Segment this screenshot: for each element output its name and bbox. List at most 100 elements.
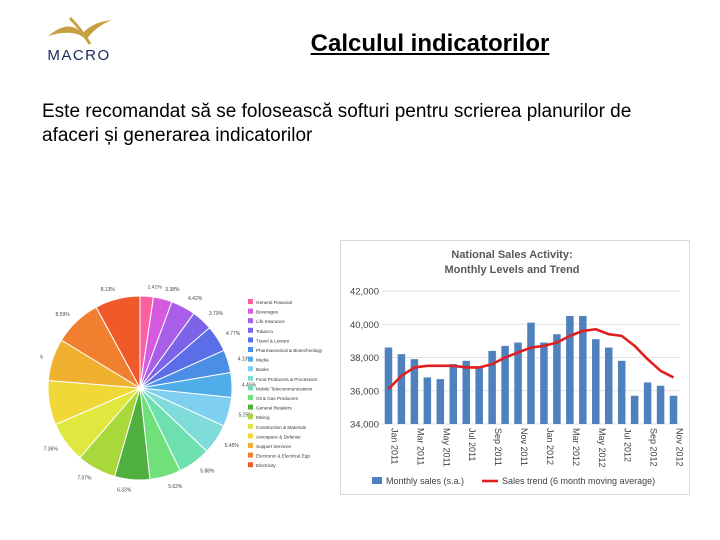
bar-16: [592, 339, 600, 424]
pie-legend-label-12: Mining: [256, 415, 270, 420]
pie-label-5: 4.13%: [238, 356, 253, 362]
pie-legend-swatch-9: [248, 385, 253, 391]
pie-label-16: 8.59%: [56, 312, 71, 318]
bar-ytick-label-3: 36,000: [350, 386, 379, 397]
bar-xtick-label-6: Jan 2012: [545, 428, 555, 465]
pie-label-4: 4.77%: [226, 331, 241, 337]
bar-xtick-label-10: Sep 2012: [649, 428, 659, 467]
pie-legend-label-3: Tobacco: [256, 329, 274, 334]
trend-line: [387, 327, 675, 390]
pie-legend-label-14: Aerospace & Defense: [256, 434, 301, 439]
bar-17: [604, 347, 613, 424]
pie-label-2: 4.42%: [188, 296, 203, 302]
bar-11: [527, 322, 535, 424]
pie-label-13: 7.36%: [44, 446, 59, 452]
pie-label-1: 3.38%: [165, 287, 180, 293]
pie-legend-swatch-11: [248, 404, 253, 410]
pie-label-7: 5.25%: [239, 413, 254, 419]
pie-legend-swatch-0: [248, 299, 253, 304]
pie-legend-label-6: Media: [256, 358, 269, 363]
bar-4: [436, 379, 445, 424]
bar-21: [656, 385, 665, 424]
pie-legend-swatch-6: [248, 356, 253, 362]
pie-legend-swatch-12: [248, 414, 253, 420]
pie-legend-label-11: General Retailers: [256, 406, 292, 411]
bar-ytick-label-0: 42,000: [350, 287, 379, 298]
pie-legend-label-10: Oil & Gas Producers: [256, 396, 299, 401]
legend-label-monthly-sales: Monthly sales (s.a.): [386, 476, 464, 486]
bar-xtick-label-5: Nov 2011: [519, 428, 529, 466]
sales-bar-chart: National Sales Activity: Monthly Levels a…: [340, 240, 690, 495]
bar-13: [553, 334, 561, 424]
bar-20: [643, 382, 652, 424]
pie-legend-swatch-16: [248, 452, 253, 458]
pie-label-8: 5.45%: [225, 443, 240, 449]
pie-label-9: 5.88%: [200, 468, 215, 474]
bar-xtick-label-3: Jul 2011: [467, 428, 477, 461]
bar-8: [488, 350, 496, 424]
bar-ytick-label-1: 40,000: [350, 320, 379, 331]
pie-legend-label-17: Electricity: [256, 463, 276, 468]
bar-xtick-label-2: May 2011: [441, 428, 451, 467]
pie-label-12: 7.07%: [77, 476, 92, 482]
pie-legend-swatch-1: [248, 308, 253, 314]
pie-label-10: 5.62%: [168, 484, 183, 490]
bar-3: [423, 377, 432, 424]
pie-slice-17: [95, 295, 141, 389]
bar-xtick-label-7: Mar 2012: [571, 428, 581, 466]
bar-xtick-label-4: Sep 2011: [493, 428, 503, 466]
bar-12: [540, 342, 548, 424]
pie-legend-label-0: General Financial: [256, 300, 292, 305]
pie-legend-swatch-4: [248, 337, 253, 343]
bar-22: [669, 395, 678, 424]
pie-legend-label-2: Life Insurance: [256, 319, 285, 324]
pie-legend-label-1: Beverages: [256, 310, 279, 315]
macro-logo-graphic: MACRO: [47, 16, 112, 64]
pie-legend-label-8: Food Producers & Processors: [256, 377, 318, 382]
pie-label-15: 7.61%: [40, 355, 44, 361]
bar-15: [579, 315, 587, 424]
bar-6: [462, 360, 470, 424]
bar-1: [397, 354, 406, 424]
bar-chart-title: National Sales Activity:: [451, 249, 572, 261]
pie-legend-swatch-15: [248, 443, 253, 448]
legend-swatch-monthly-sales: [372, 477, 382, 484]
pie-legend-swatch-17: [248, 462, 253, 468]
pie-legend-swatch-13: [248, 423, 253, 429]
bar-2: [410, 359, 419, 424]
body-paragraph: Este recomandat să se folosească softuri…: [42, 101, 632, 146]
pie-legend-label-5: Pharmaceutical & Biotechnology: [256, 348, 323, 353]
pie-legend-swatch-8: [248, 375, 253, 381]
bar-9: [501, 345, 509, 424]
pie-legend-label-9: Mobile Telecommunications: [256, 386, 313, 391]
pie-legend-label-4: Travel & Leisure: [256, 338, 290, 343]
legend-label-sales-trend: Sales trend (6 month moving average): [502, 476, 655, 486]
bar-ytick-label-2: 38,000: [350, 353, 379, 364]
macro-logo: MACRO: [40, 14, 118, 66]
pie-label-3: 3.79%: [209, 311, 224, 317]
pie-legend-label-7: Banks: [256, 367, 269, 372]
bar-7: [475, 367, 483, 424]
bar-xtick-label-11: Nov 2012: [675, 428, 685, 467]
pie-legend-label-13: Construction & Materials: [256, 425, 307, 430]
bar-xtick-label-1: Mar 2011: [415, 428, 425, 465]
bar-19: [630, 395, 639, 424]
bar-xtick-label-8: May 2012: [597, 428, 607, 468]
pie-legend-swatch-10: [248, 395, 253, 400]
bar-chart-subtitle: Monthly Levels and Trend: [444, 264, 579, 276]
pie-legend-swatch-2: [248, 318, 253, 324]
pie-legend-swatch-14: [248, 433, 253, 439]
bar-ytick-label-4: 34,000: [350, 420, 379, 431]
pie-label-11: 6.33%: [117, 488, 132, 494]
bar-xtick-label-9: Jul 2012: [623, 428, 633, 462]
pie-label-0: 2.41%: [148, 285, 163, 290]
page-title: Calculul indicatorilor: [310, 30, 550, 57]
pie-legend-label-15: Support Services: [256, 444, 292, 449]
pie-legend-swatch-3: [248, 327, 253, 333]
bar-14: [566, 315, 574, 424]
pie-chart: 2.41%3.38%4.42%3.79%4.77%4.13%4.45%5.25%…: [25, 284, 340, 495]
pie-legend-swatch-5: [248, 347, 253, 352]
bar-xtick-label-0: Jan 2011: [390, 428, 400, 464]
bar-0: [384, 347, 393, 424]
logo-text: MACRO: [47, 47, 110, 64]
